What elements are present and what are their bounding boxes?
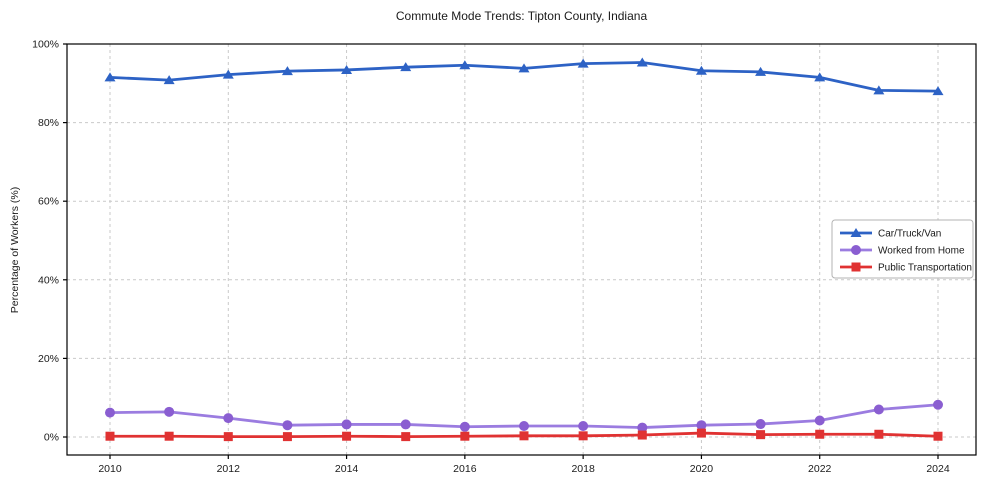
series-marker-public-transportation-2012 bbox=[223, 432, 233, 442]
series-marker-car-truck-van-2017 bbox=[518, 63, 530, 73]
series-marker-car-truck-van-2021 bbox=[755, 66, 767, 76]
series-marker-car-truck-van-2016 bbox=[459, 60, 471, 70]
x-tick-label-2010: 2010 bbox=[98, 463, 122, 475]
series-marker-public-transportation-2010 bbox=[105, 431, 115, 441]
legend-marker-public-transportation bbox=[851, 262, 861, 272]
series-marker-worked-from-home-2016 bbox=[459, 421, 470, 432]
legend-label-car-truck-van: Car/Truck/Van bbox=[878, 229, 941, 240]
series-marker-car-truck-van-2013 bbox=[281, 66, 293, 76]
series-marker-worked-from-home-2021 bbox=[755, 419, 766, 430]
series-marker-car-truck-van-2022 bbox=[814, 72, 826, 82]
y-tick-label-100: 100% bbox=[32, 39, 59, 51]
series-marker-public-transportation-2011 bbox=[164, 431, 174, 441]
y-tick-label-60: 60% bbox=[38, 196, 59, 208]
legend-marker-car-truck-van bbox=[850, 228, 862, 237]
x-tick-label-2024: 2024 bbox=[926, 463, 950, 475]
series-marker-public-transportation-2014 bbox=[342, 431, 352, 441]
series-marker-car-truck-van-2015 bbox=[400, 62, 412, 72]
series-marker-public-transportation-2015 bbox=[401, 432, 411, 442]
series-marker-car-truck-van-2014 bbox=[341, 64, 353, 74]
series-marker-worked-from-home-2012 bbox=[223, 413, 234, 424]
series-marker-car-truck-van-2018 bbox=[577, 58, 589, 68]
series-marker-worked-from-home-2023 bbox=[873, 404, 884, 415]
legend-label-worked-from-home: Worked from Home bbox=[878, 246, 965, 257]
series-marker-worked-from-home-2015 bbox=[400, 419, 411, 430]
y-tick-label-80: 80% bbox=[38, 117, 59, 129]
series-marker-worked-from-home-2017 bbox=[519, 420, 529, 431]
series-marker-public-transportation-2013 bbox=[282, 432, 292, 442]
series-marker-car-truck-van-2020 bbox=[695, 65, 707, 75]
series-marker-car-truck-van-2011 bbox=[163, 75, 175, 85]
series-marker-worked-from-home-2018 bbox=[578, 420, 589, 431]
x-tick-label-2016: 2016 bbox=[453, 463, 477, 475]
series-marker-worked-from-home-2011 bbox=[164, 406, 175, 417]
y-tick-label-0: 0% bbox=[44, 432, 59, 444]
series-marker-worked-from-home-2020 bbox=[696, 420, 707, 431]
series-marker-public-transportation-2022 bbox=[815, 429, 825, 439]
x-tick-label-2018: 2018 bbox=[571, 463, 595, 475]
series-marker-worked-from-home-2022 bbox=[814, 415, 825, 426]
series-marker-public-transportation-2018 bbox=[578, 431, 588, 441]
series-marker-worked-from-home-2019 bbox=[637, 422, 648, 433]
legend-box bbox=[831, 219, 974, 279]
legend-label-public-transportation: Public Transportation bbox=[878, 263, 972, 274]
series-marker-public-transportation-2017 bbox=[519, 431, 529, 441]
y-tick-label-20: 20% bbox=[38, 353, 59, 365]
series-marker-public-transportation-2020 bbox=[696, 428, 706, 438]
series-marker-worked-from-home-2014 bbox=[341, 419, 352, 430]
x-tick-label-2014: 2014 bbox=[335, 463, 359, 475]
plot-frame bbox=[66, 43, 977, 456]
series-marker-car-truck-van-2012 bbox=[222, 69, 234, 79]
series-marker-public-transportation-2024 bbox=[933, 431, 943, 441]
legend-marker-worked-from-home bbox=[851, 245, 861, 255]
series-marker-car-truck-van-2010 bbox=[104, 72, 116, 82]
x-tick-label-2020: 2020 bbox=[690, 463, 714, 475]
series-marker-worked-from-home-2024 bbox=[933, 399, 943, 410]
y-tick-label-40: 40% bbox=[38, 274, 59, 286]
series-marker-car-truck-van-2019 bbox=[636, 57, 648, 67]
series-marker-car-truck-van-2023 bbox=[873, 85, 885, 95]
series-marker-public-transportation-2016 bbox=[460, 431, 470, 441]
x-tick-label-2012: 2012 bbox=[217, 463, 241, 475]
series-marker-public-transportation-2019 bbox=[637, 430, 647, 440]
series-marker-worked-from-home-2010 bbox=[105, 407, 115, 418]
series-marker-worked-from-home-2013 bbox=[282, 420, 293, 431]
series-marker-car-truck-van-2024 bbox=[932, 86, 944, 96]
series-marker-public-transportation-2021 bbox=[756, 430, 766, 440]
chart-title: Commute Mode Trends: Tipton County, Indi… bbox=[395, 9, 648, 23]
series-marker-public-transportation-2023 bbox=[874, 429, 884, 439]
x-tick-label-2022: 2022 bbox=[808, 463, 832, 475]
